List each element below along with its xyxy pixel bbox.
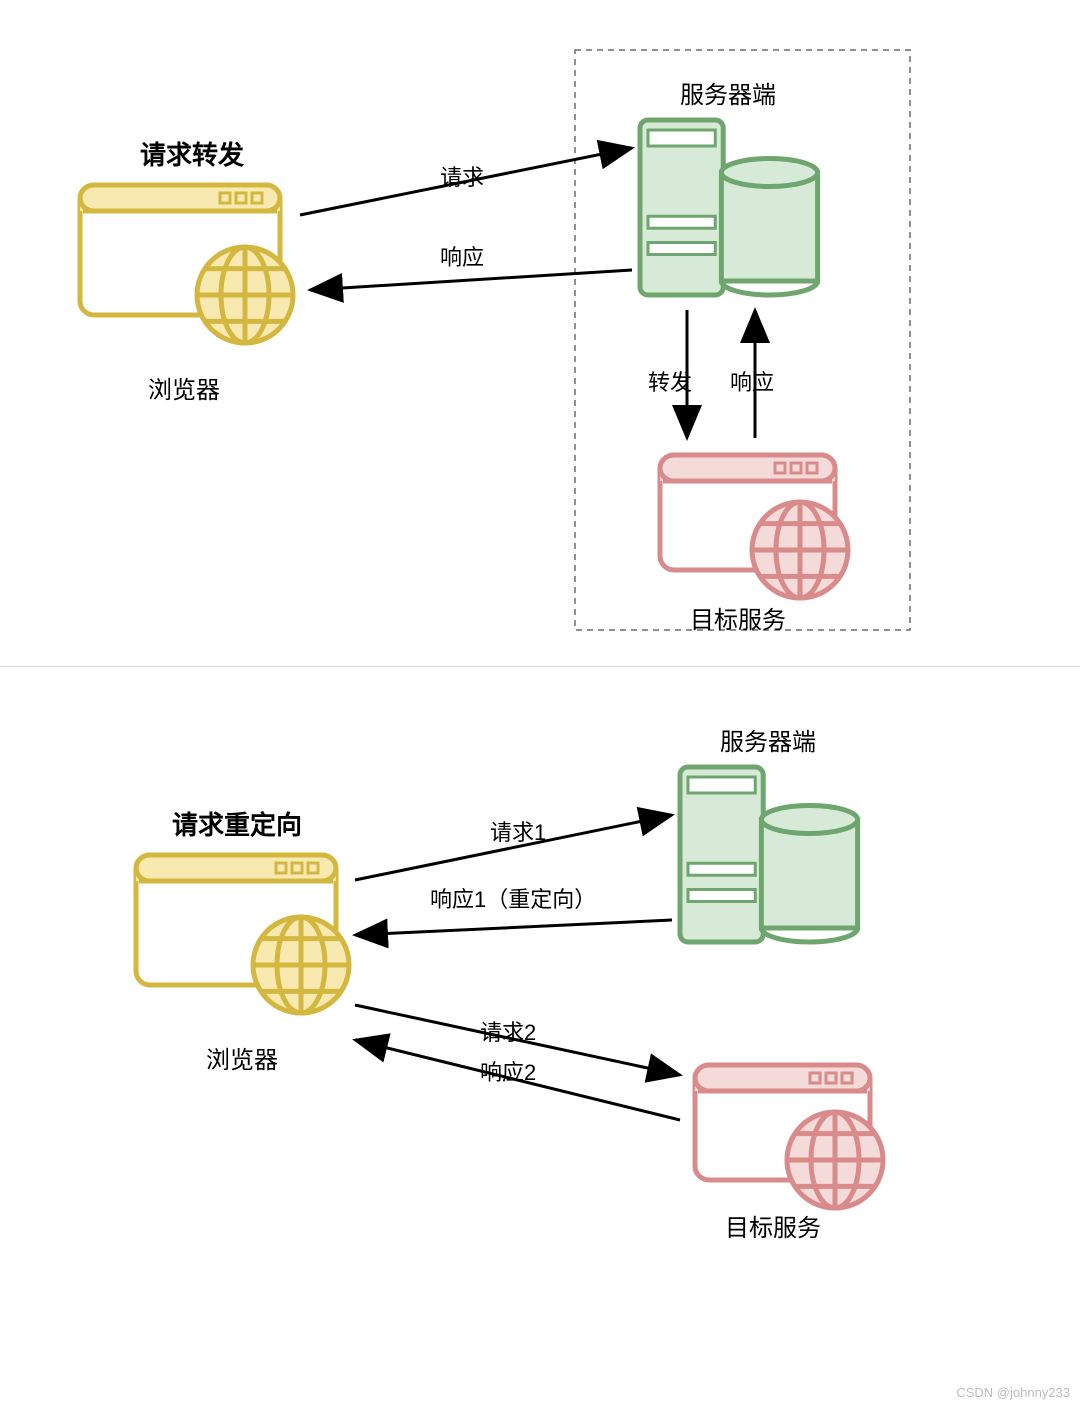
server-icon bbox=[680, 767, 858, 942]
arrow-label-response2: 响应2 bbox=[480, 1055, 536, 1087]
section-divider bbox=[0, 666, 1080, 667]
target-caption: 目标服务 bbox=[690, 600, 786, 635]
globe-icon bbox=[787, 1112, 883, 1208]
server-icon bbox=[640, 120, 818, 295]
globe-icon bbox=[253, 917, 349, 1013]
arrow-label-forward: 转发 bbox=[648, 365, 692, 397]
globe-icon bbox=[752, 502, 848, 598]
section1-title: 请求转发 bbox=[140, 135, 244, 172]
arrow bbox=[355, 920, 672, 935]
arrow-label-back: 响应 bbox=[730, 365, 774, 397]
section2-title: 请求重定向 bbox=[172, 805, 302, 842]
arrow-label-request: 请求 bbox=[440, 160, 484, 192]
browser-icon bbox=[660, 455, 848, 598]
diagram-canvas bbox=[0, 0, 1080, 1406]
arrow-label-response1: 响应1（重定向） bbox=[430, 882, 596, 914]
browser-icon bbox=[695, 1065, 883, 1208]
browser-icon bbox=[136, 855, 349, 1013]
arrow-label-response: 响应 bbox=[440, 240, 484, 272]
browser-icon bbox=[80, 185, 293, 343]
arrow-label-request1: 请求1 bbox=[490, 815, 546, 847]
globe-icon bbox=[197, 247, 293, 343]
browser-caption: 浏览器 bbox=[148, 370, 220, 405]
server-caption: 服务器端 bbox=[680, 75, 776, 110]
arrow-label-request2: 请求2 bbox=[480, 1015, 536, 1047]
watermark: CSDN @johnny233 bbox=[956, 1385, 1070, 1400]
server-caption: 服务器端 bbox=[720, 722, 816, 757]
target-caption: 目标服务 bbox=[725, 1208, 821, 1243]
browser-caption: 浏览器 bbox=[206, 1040, 278, 1075]
arrow bbox=[310, 270, 632, 290]
